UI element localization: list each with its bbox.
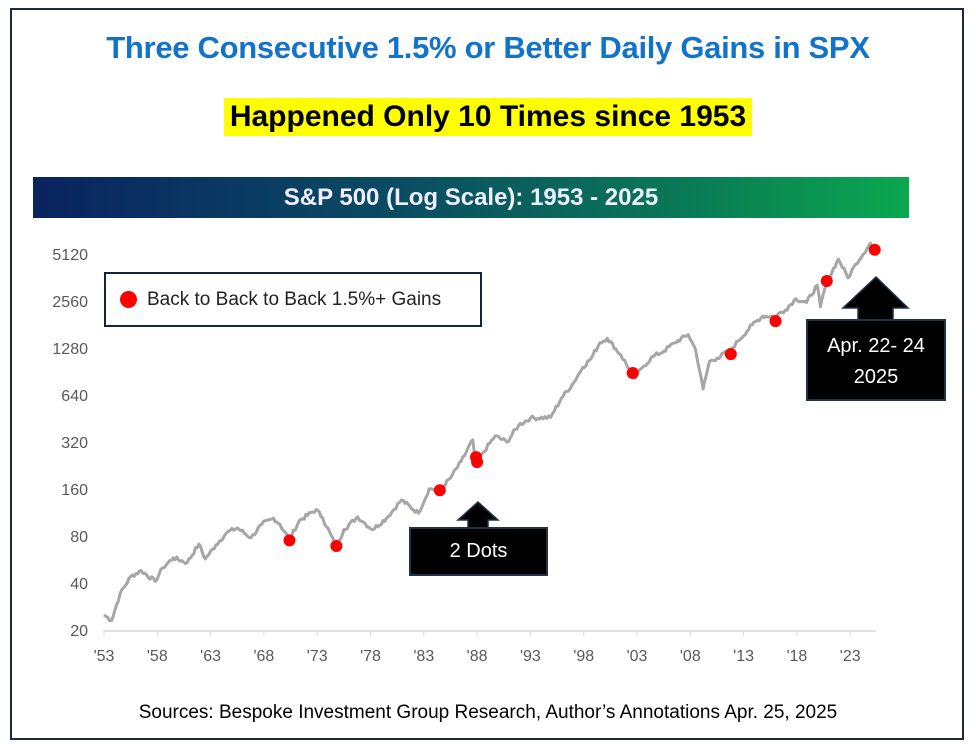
x-tick-label: '88 bbox=[467, 648, 488, 665]
chart-title-banner: S&P 500 (Log Scale): 1953 - 2025 bbox=[33, 177, 909, 218]
gain-marker bbox=[471, 456, 484, 469]
gain-marker bbox=[724, 348, 737, 361]
x-tick-label: '13 bbox=[733, 648, 754, 665]
x-tick-label: '63 bbox=[200, 648, 221, 665]
x-tick-label: '83 bbox=[413, 648, 434, 665]
source-note: Sources: Bespoke Investment Group Resear… bbox=[138, 702, 838, 723]
y-tick-label: 5120 bbox=[52, 247, 88, 264]
y-tick-label: 80 bbox=[70, 529, 88, 546]
arrow-up-icon bbox=[841, 275, 910, 321]
x-tick-label: '08 bbox=[680, 648, 701, 665]
y-tick-label: 320 bbox=[61, 435, 88, 452]
gain-marker bbox=[330, 540, 343, 553]
x-tick-label: '78 bbox=[360, 648, 381, 665]
gain-marker bbox=[626, 366, 639, 379]
x-tick-label: '68 bbox=[253, 648, 274, 665]
y-tick-label: 160 bbox=[61, 482, 88, 499]
gain-marker bbox=[283, 534, 296, 547]
x-tick-label: '73 bbox=[307, 648, 328, 665]
gain-marker bbox=[433, 484, 446, 497]
arrow-up-icon bbox=[456, 500, 500, 529]
x-tick-label: '53 bbox=[94, 648, 115, 665]
page-title: Three Consecutive 1.5% or Better Daily G… bbox=[106, 30, 870, 65]
y-tick-label: 1280 bbox=[52, 341, 88, 358]
callout-text: 2025 bbox=[853, 366, 899, 388]
x-tick-label: '58 bbox=[147, 648, 168, 665]
gain-marker bbox=[820, 274, 833, 287]
x-tick-label: '98 bbox=[573, 648, 594, 665]
x-tick-label: '93 bbox=[520, 648, 541, 665]
y-tick-label: 20 bbox=[70, 623, 88, 640]
gain-marker bbox=[868, 243, 881, 256]
outer-frame bbox=[10, 8, 964, 740]
gain-marker bbox=[769, 315, 782, 328]
callout-text: 2 Dots bbox=[449, 540, 508, 562]
legend: Back to Back to Back 1.5%+ Gains bbox=[104, 272, 482, 327]
x-tick-label: '03 bbox=[627, 648, 648, 665]
x-tick-label: '23 bbox=[840, 648, 861, 665]
legend-marker-icon bbox=[120, 291, 137, 308]
y-tick-label: 2560 bbox=[52, 294, 88, 311]
callout-recent: Apr. 22- 24 2025 bbox=[806, 319, 946, 401]
sp500-line bbox=[103, 241, 876, 623]
legend-label: Back to Back to Back 1.5%+ Gains bbox=[147, 288, 442, 310]
callout-text: Apr. 22- 24 bbox=[827, 335, 925, 357]
y-tick-label: 640 bbox=[61, 388, 88, 405]
callout-2-dots: 2 Dots bbox=[409, 527, 548, 576]
y-tick-label: 40 bbox=[70, 576, 88, 593]
highlighted-subtitle: Happened Only 10 Times since 1953 bbox=[223, 98, 753, 136]
x-tick-label: '18 bbox=[786, 648, 807, 665]
